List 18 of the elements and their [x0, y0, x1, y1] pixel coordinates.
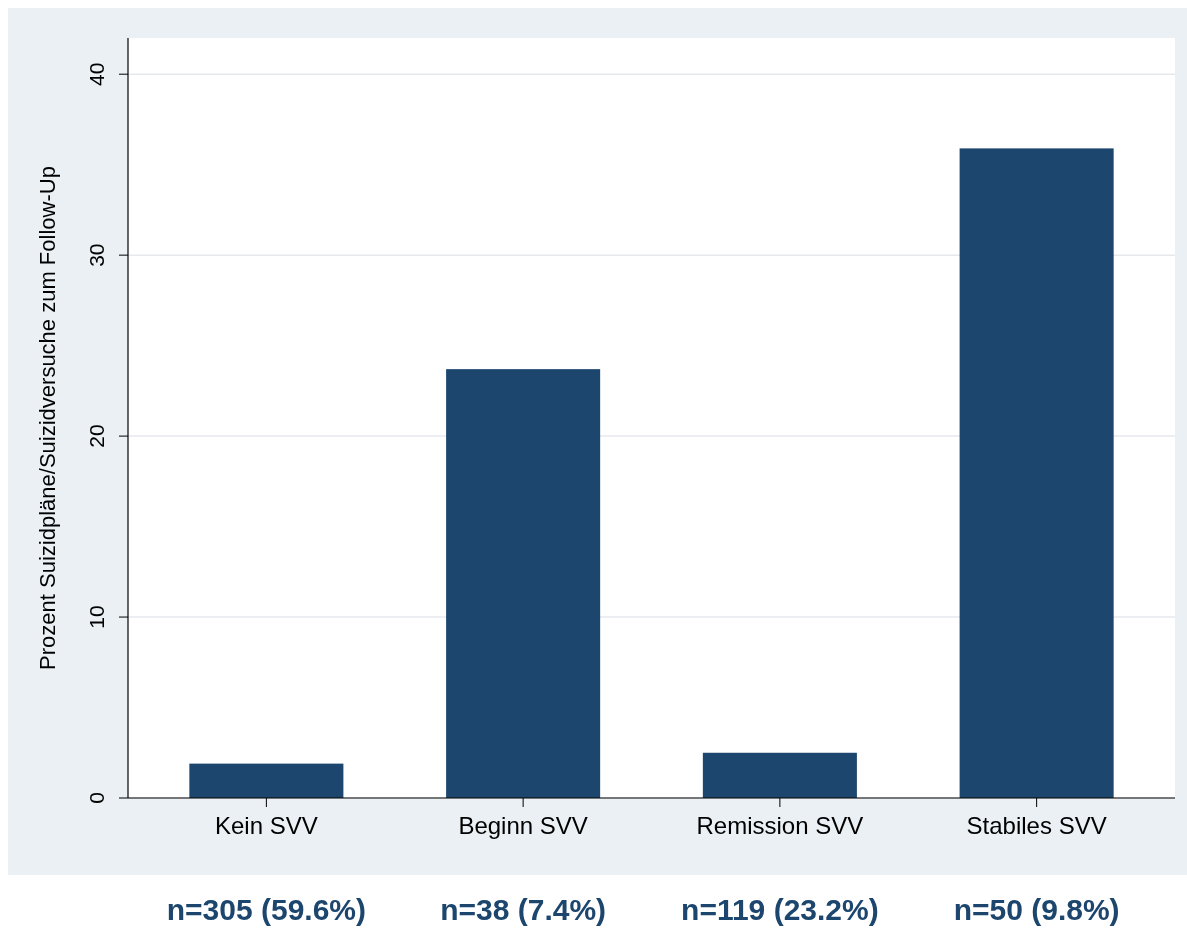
bar — [446, 369, 601, 798]
bar — [189, 763, 344, 798]
bar — [702, 752, 857, 798]
x-tick-label: Beginn SVV — [458, 812, 588, 839]
y-tick-label: 30 — [85, 243, 108, 267]
y-tick-label: 0 — [85, 792, 108, 804]
y-axis-title: Prozent Suizidpläne/Suizidversuche zum Follow-Up — [35, 166, 60, 670]
y-tick-label: 10 — [85, 605, 108, 629]
bar — [959, 148, 1114, 798]
text: n=119 (23.2%) — [681, 893, 879, 926]
y-tick-label: 20 — [85, 424, 108, 448]
y-tick-label: 40 — [85, 62, 108, 86]
text: n=305 (59.6%) — [166, 893, 367, 926]
x-tick-label: Remission SVV — [696, 812, 864, 839]
text: n=38 (7.4%) — [440, 893, 607, 926]
x-tick-label: Kein SVV — [215, 812, 318, 839]
text: n=50 (9.8%) — [953, 893, 1120, 926]
x-tick-label: Stabiles SVV — [966, 812, 1107, 839]
